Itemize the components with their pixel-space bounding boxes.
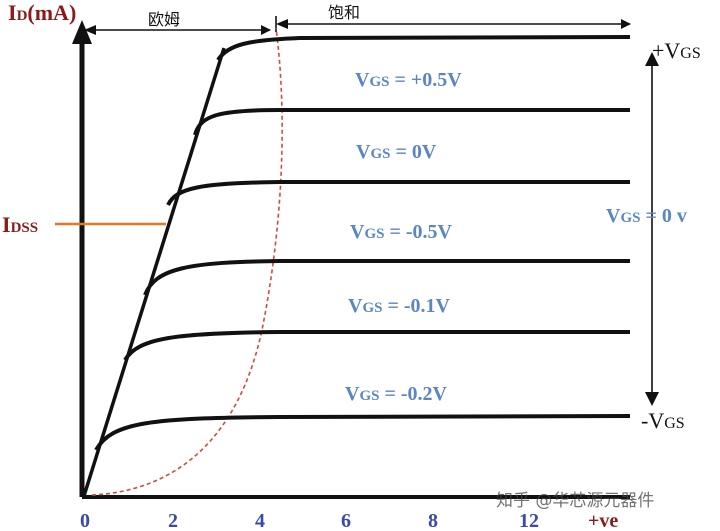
vgs-zero-side-label: VGS = 0 v [606,205,687,227]
id-axis-label: ID(mA) [8,0,76,25]
ohmic-region-label: 欧姆 [148,10,180,29]
pinch-off-locus [91,27,283,496]
x-tick-label: 12 [519,510,539,531]
curve-label-vgs-0v: VGS = 0V [356,141,437,163]
ohmic-slope-line [82,47,226,497]
curve-label-vgs-minus-0.5v: VGS = -0.5V [350,221,453,243]
curve-vgs-minus-0.1v [143,259,630,296]
vgs-down-arrow-icon [645,392,659,406]
curve-vgs-bottom [94,414,631,452]
curve-vgs-minus-0.5v [166,180,630,206]
watermark: 知乎 @华芯源元器件 [496,491,654,511]
x-tick-label: 4 [255,510,265,531]
curve-vgs-minus-0.2v [123,330,630,362]
x-tick-label: 2 [168,510,178,531]
vgs-up-arrow-icon [645,52,659,66]
idss-label: IDSS [2,212,38,237]
minus-vgs-label: -VGS [641,408,685,433]
ohmic-left-arrow-icon [84,25,96,35]
saturation-region-label: 饱和 [328,3,360,22]
y-axis-arrow-icon [72,20,92,44]
plus-vgs-label: +VGS [652,38,701,63]
curve-vgs-0v [193,108,630,136]
x-tick-label: 8 [428,510,438,531]
x-tick-label: 0 [80,510,90,531]
curve-vgs-plus-0.5v [216,35,631,62]
x-tick-label: 6 [341,510,351,531]
curve-label-vgs-minus-0.1v: VGS = -0.1V [348,295,451,317]
saturation-left-arrow-icon [276,19,288,29]
x-axis-end-label: +ve [588,510,618,531]
curve-label-vgs-minus-0.2v: VGS = -0.2V [345,383,448,405]
curve-label-vgs-plus-0.5v: VGS = +0.5V [355,69,462,91]
